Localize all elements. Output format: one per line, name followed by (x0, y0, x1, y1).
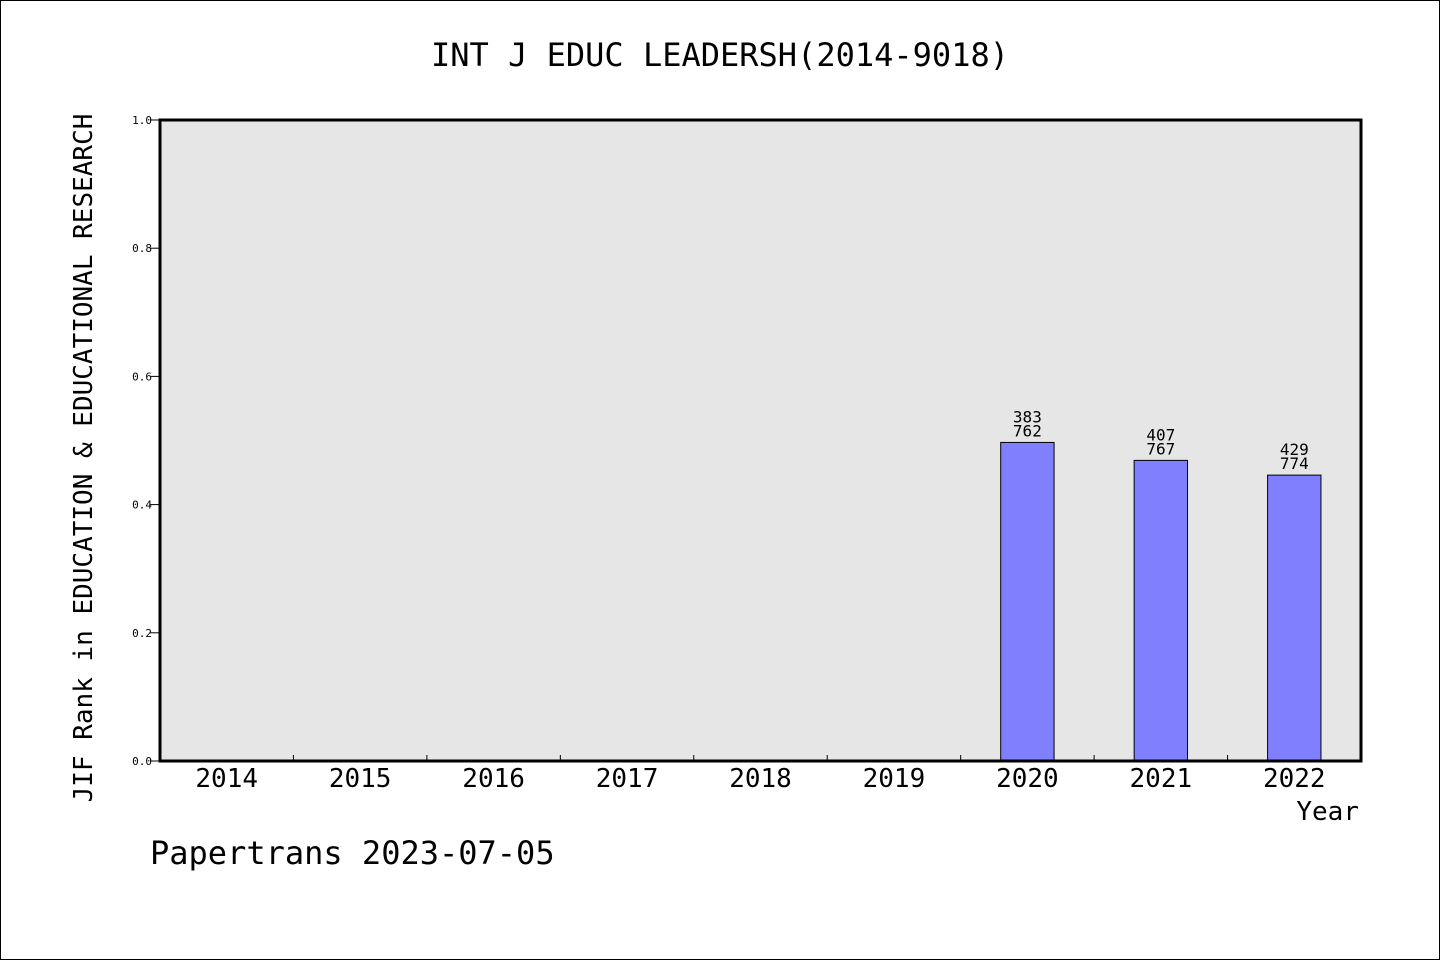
x-tick-label: 2014 (195, 764, 258, 794)
x-tick-label: 2020 (996, 764, 1059, 794)
y-tick-label: 0.4 (132, 499, 152, 512)
bar-label-rank: 407 (1146, 425, 1175, 444)
x-tick-label: 2015 (329, 764, 392, 794)
bar (1000, 441, 1055, 762)
x-axis-ticks: 2014 2015 2016 2017 2018 2019 2020 2021 2022 (195, 755, 1326, 794)
x-tick-label: 2021 (1130, 764, 1193, 794)
bar-label-total: 774 (1280, 454, 1309, 473)
bars (1000, 441, 1322, 762)
bar-label-rank: 429 (1280, 440, 1309, 459)
plot-border (158, 118, 1363, 763)
y-tick-label: 0.0 (132, 755, 152, 768)
bar-label-total: 762 (1013, 421, 1042, 440)
y-axis-label: JIF Rank in EDUCATION & EDUCATIONAL RESE… (69, 114, 99, 803)
y-tick-label: 0.8 (132, 242, 152, 255)
chart-title: INT J EDUC LEADERSH(2014-9018) (431, 36, 1009, 74)
y-axis-ticks: 0.0 0.2 0.4 0.6 0.8 1.0 (132, 114, 160, 768)
y-tick-label: 1.0 (132, 114, 152, 127)
bar (1133, 459, 1189, 762)
x-tick-label: 2017 (596, 764, 659, 794)
x-tick-label: 2022 (1263, 764, 1326, 794)
x-tick-label: 2018 (729, 764, 792, 794)
footer-text: Papertrans 2023-07-05 (150, 834, 555, 872)
x-tick-label: 2016 (462, 764, 525, 794)
x-axis-label: Year (1296, 797, 1359, 827)
bar-label-total: 767 (1146, 439, 1175, 458)
x-tick-label: 2019 (863, 764, 926, 794)
bar-label-rank: 383 (1013, 407, 1042, 426)
bar (1267, 474, 1322, 762)
y-tick-label: 0.6 (132, 370, 152, 383)
y-tick-label: 0.2 (132, 627, 152, 640)
